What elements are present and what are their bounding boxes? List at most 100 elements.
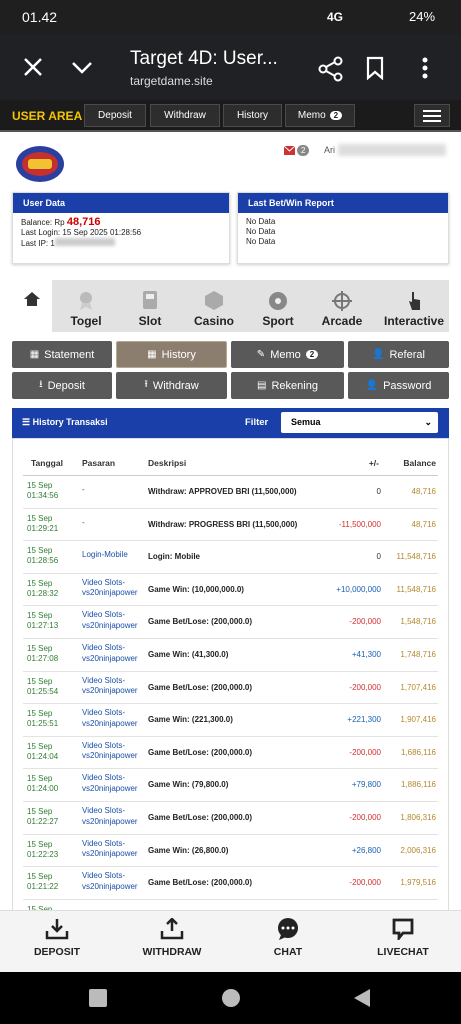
balance: 1,806,316 <box>400 813 436 822</box>
tab[interactable]: Casino <box>183 290 245 328</box>
home-tab[interactable] <box>12 280 52 332</box>
balance: 1,686,116 <box>401 747 436 757</box>
balance: 1,907,416 <box>400 715 436 725</box>
nav-memo[interactable]: Memo 2 <box>285 104 355 127</box>
tab[interactable]: Sport <box>247 290 309 328</box>
balance: 48,716 <box>66 216 101 228</box>
last-report-panel: Last Bet/Win Report No Data No Data No Dat… <box>237 192 449 264</box>
balance: 48,716 <box>411 519 436 529</box>
date-cell: 15 Sep 01:22:27 <box>27 807 58 827</box>
tab[interactable]: Slot <box>119 290 181 328</box>
bottom-withdraw[interactable]: WITHDRAW <box>127 918 217 958</box>
nav-deposit[interactable]: Deposit <box>84 104 146 127</box>
tab[interactable]: Arcade <box>311 290 373 328</box>
nav-history[interactable]: History <box>223 104 282 127</box>
label: Referal <box>389 348 425 361</box>
date: 15 Sep <box>27 807 53 816</box>
description: Game Bet/Lose: (200,000.0) <box>148 682 253 692</box>
date: 15 Sep <box>27 611 53 621</box>
date-cell: 15 Sep 01:34:56 <box>27 481 58 501</box>
bottom-livechat[interactable]: LIVECHAT <box>358 918 448 958</box>
bookmark-icon[interactable] <box>365 56 385 80</box>
pasaran: Login-Mobile <box>82 550 128 560</box>
date: 15 Sep <box>27 741 53 751</box>
description: Game Win: (26,800.0) <box>148 845 229 855</box>
menu-button[interactable]: 👤 Password <box>348 372 449 399</box>
date-cell: 15 Sep 01:28:32 <box>27 579 58 599</box>
pasaran: Video Slots-vs20ninjapower <box>82 675 138 696</box>
time: 01:24:04 <box>27 751 59 761</box>
tab-label: Interactive <box>383 314 445 328</box>
bottom-chat[interactable]: CHAT <box>243 918 333 958</box>
description: Game Win: (79,800.0) <box>148 780 229 790</box>
pasaran: - <box>82 517 85 527</box>
logo <box>16 146 64 182</box>
icon: ✎ <box>256 349 266 360</box>
tab[interactable]: Interactive <box>383 290 445 328</box>
table-row: 15 Sep 01:28:32 Video Slots-vs20ninjapower… <box>23 574 438 607</box>
menu-button[interactable]: ▤ Rekening <box>231 372 344 399</box>
menu-icon[interactable] <box>420 56 430 80</box>
date-cell: 15 Sep 01:25:51 <box>27 709 58 729</box>
user-data-panel: User Data Balance: Rp 48,716 Last Login:… <box>12 192 230 264</box>
table-row: 15 Sep 01:22:27 Video Slots-vs20ninjapower… <box>23 802 438 835</box>
history-table: Tanggal Pasaran Deskripsi +/- Balance 15 Sep 0… <box>12 438 449 913</box>
recents[interactable] <box>89 989 107 1007</box>
description: Withdraw: PROGRESS BRI (11,500,000) <box>148 519 298 529</box>
menu-button[interactable]: ⭱ Withdraw <box>116 372 227 399</box>
balance: 1,979,516 <box>400 878 436 888</box>
home[interactable] <box>221 988 241 1008</box>
description: Game Bet/Lose: (200,000.0) <box>148 617 253 627</box>
time: 01:25:51 <box>27 719 59 729</box>
table-row: 15 Sep 01:27:13 Video Slots-vs20ninjapower… <box>23 606 438 639</box>
date-cell: 15 Sep 01:24:04 <box>27 742 58 762</box>
mail-icon[interactable] <box>284 146 295 155</box>
time: 01:25:54 <box>27 686 59 696</box>
tab[interactable]: Togel <box>55 290 117 328</box>
label: Statement <box>44 348 95 361</box>
close-icon[interactable] <box>23 57 43 77</box>
mail-badge: 2 <box>297 145 310 156</box>
date: 15 Sep <box>27 546 53 556</box>
table-row: 15 Sep 01:24:00 Video Slots-vs20ninjapower… <box>23 769 438 802</box>
last-ip: Last IP: 1 <box>21 239 55 248</box>
amount: +26,800 <box>351 845 381 855</box>
description: Game Win: (10,000,000.0) <box>148 584 244 594</box>
balance: 1,707,416 <box>400 682 436 692</box>
date: 15 Sep <box>27 709 53 719</box>
page-title: Target 4D: User... <box>130 48 278 69</box>
menu-button[interactable]: ▦ History <box>116 341 227 368</box>
date-cell: 15 Sep 01:24:00 <box>27 774 58 794</box>
page-url: targetdame.site <box>130 74 213 88</box>
icon: ⭱ <box>144 379 148 390</box>
pasaran: Video Slots-vs20ninjapower <box>82 773 138 793</box>
expand-icon[interactable] <box>71 61 93 75</box>
label: Deposit <box>47 379 85 392</box>
column-header: Tanggal <box>31 458 63 468</box>
menu-button[interactable]: 👤 Referal <box>348 341 449 368</box>
balance: 11,548,716 <box>396 584 436 594</box>
bottom-nav <box>0 910 461 972</box>
icon: ▦ <box>147 349 157 360</box>
date: 15 Sep <box>27 872 53 882</box>
label: Password <box>383 379 432 392</box>
back[interactable] <box>352 988 372 1008</box>
menu-button[interactable]: ✎ Memo 2 <box>231 341 344 368</box>
amount: 0 <box>376 487 381 496</box>
menu-button[interactable]: ▦ Statement <box>12 341 112 368</box>
filter-select[interactable]: Semua ⌄ <box>281 412 438 433</box>
bottom-deposit[interactable]: DEPOSIT <box>12 918 102 958</box>
label: CHAT <box>273 946 303 958</box>
date-cell: 15 Sep 01:28:56 <box>27 546 58 566</box>
share-icon[interactable] <box>318 56 344 82</box>
table-row: 15 Sep 01:21:22 Video Slots-vs20ninjapower… <box>23 867 438 900</box>
date: 15 Sep <box>27 481 53 490</box>
menu-button[interactable]: ⭳ Deposit <box>12 372 112 399</box>
pasaran: Video Slots-vs20ninjapower <box>82 871 138 891</box>
icon: ▤ <box>257 380 267 391</box>
nav-withdraw[interactable]: Withdraw <box>150 104 220 127</box>
tab-label: Sport <box>262 314 294 328</box>
amount: +41,300 <box>351 650 381 659</box>
description: Game Win: (41,300.0) <box>148 650 229 659</box>
hamburger[interactable] <box>414 104 450 127</box>
